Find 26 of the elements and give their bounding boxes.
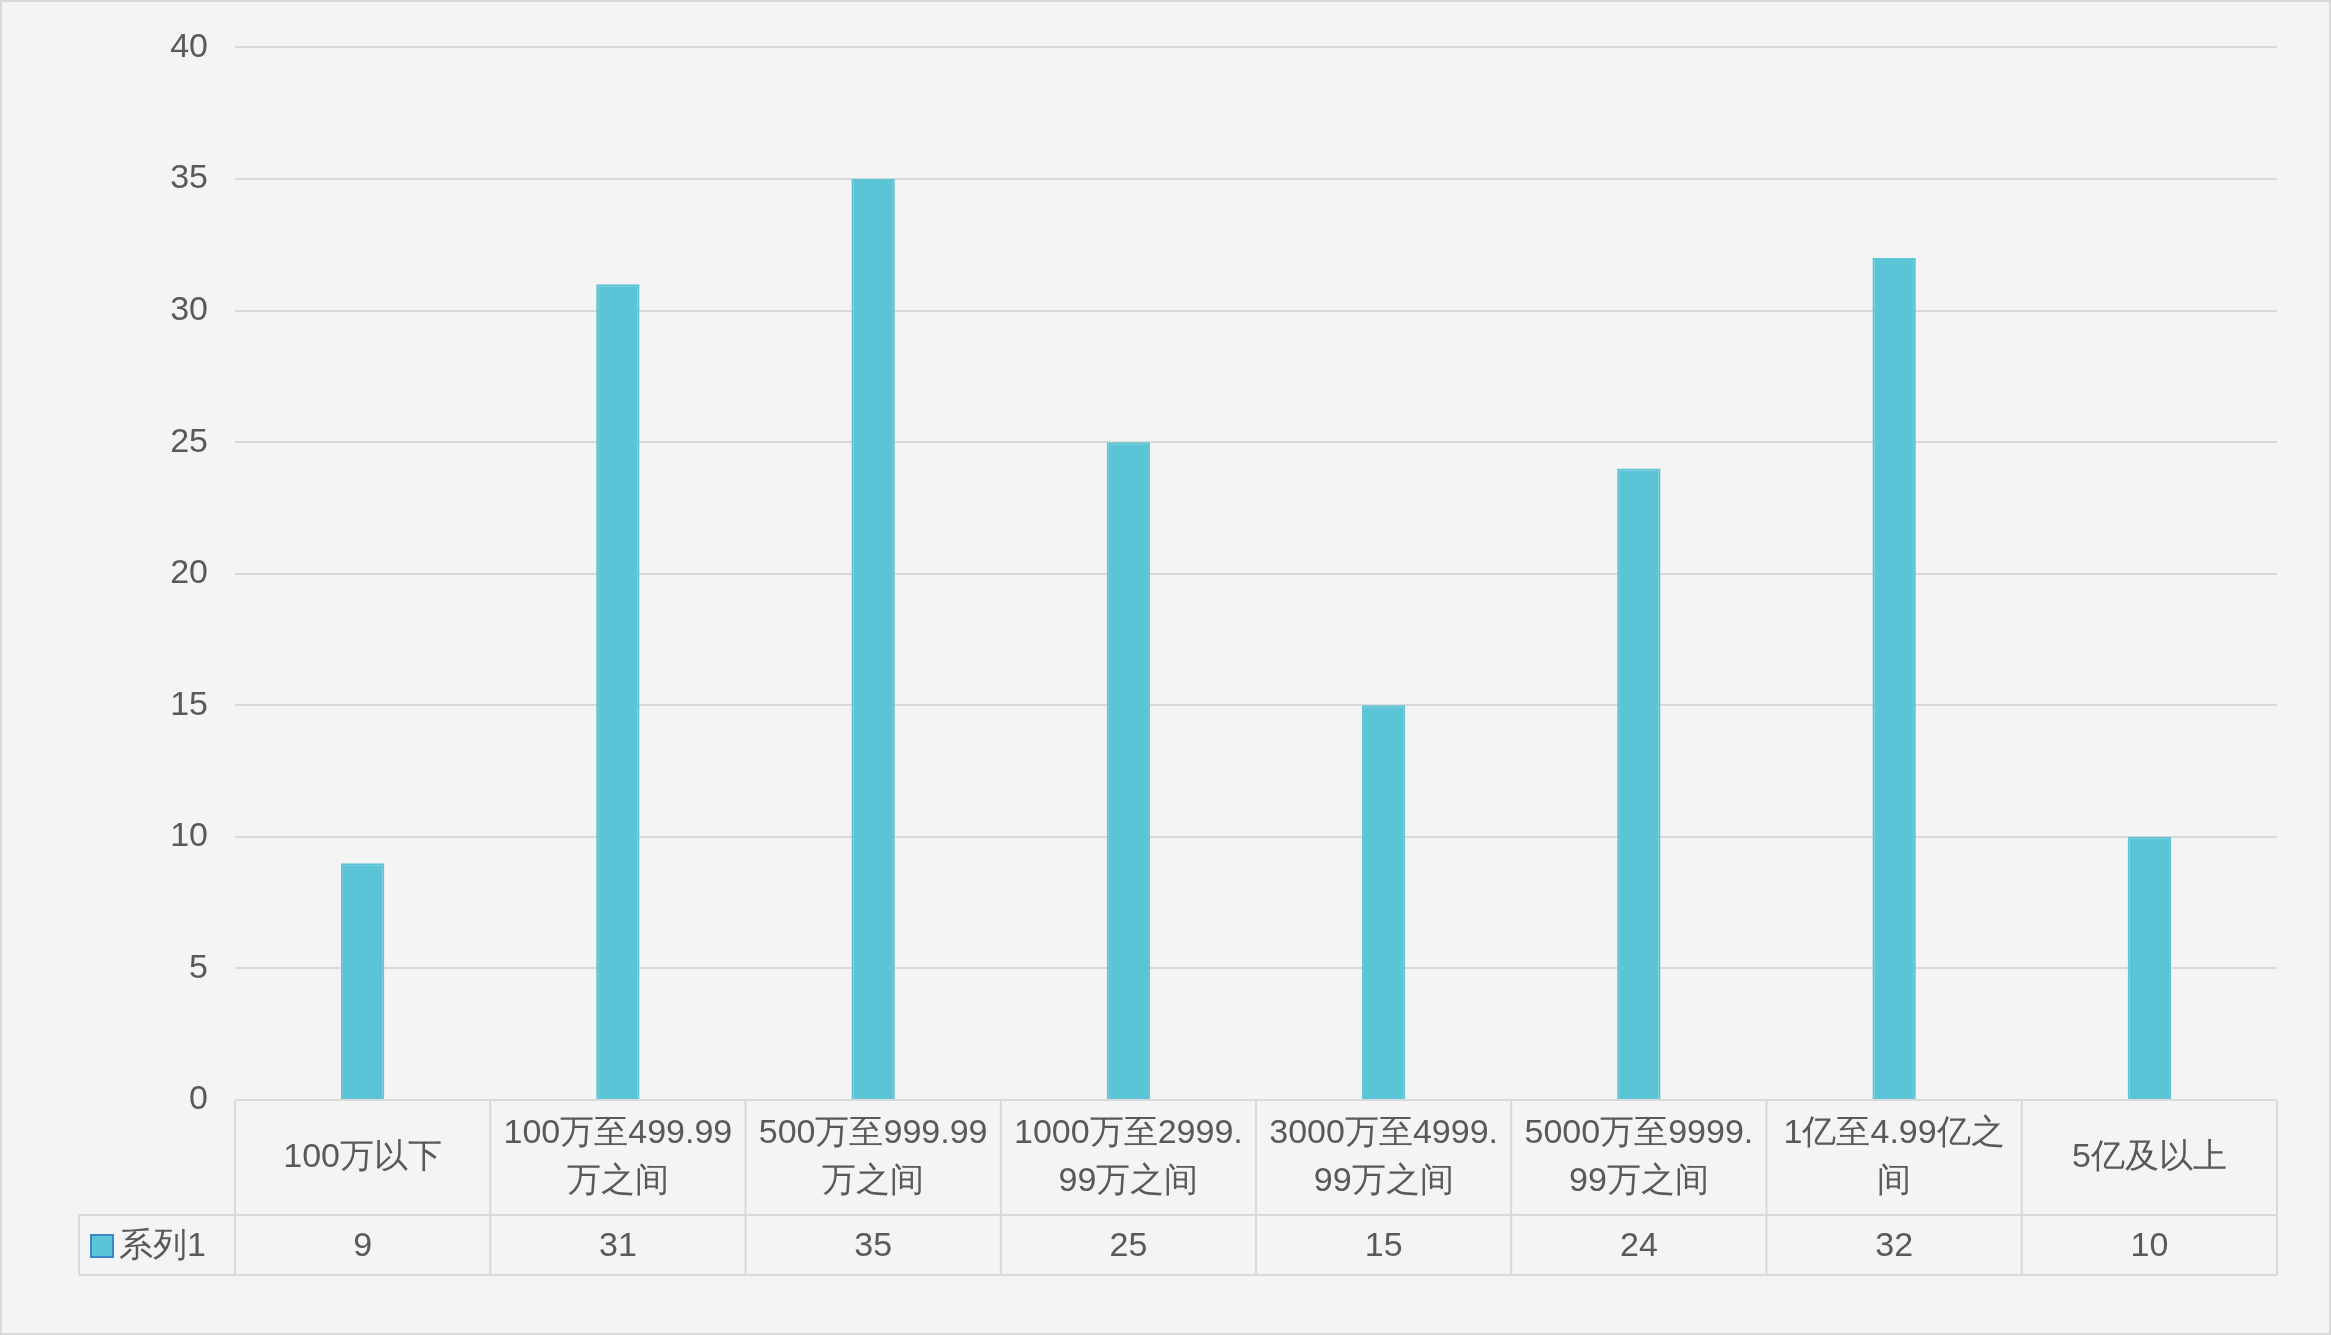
y-tick-label: 25	[170, 420, 208, 459]
y-tick-label: 0	[189, 1078, 208, 1117]
data-label: 15	[1364, 1225, 1403, 1264]
y-tick-label: 5	[189, 946, 208, 985]
data-label: 24	[1619, 1225, 1658, 1264]
data-label: 9	[353, 1225, 373, 1264]
y-tick-label: 15	[170, 683, 208, 722]
x-tick-label: 5亿及以上	[2071, 1135, 2227, 1174]
data-label: 25	[1109, 1225, 1148, 1264]
y-tick-label: 10	[170, 815, 208, 854]
legend-label: 系列1	[119, 1225, 206, 1264]
y-tick-label: 20	[170, 552, 208, 591]
y-tick-label: 30	[170, 288, 208, 327]
data-label: 32	[1875, 1225, 1914, 1264]
x-tick-label: 1000万至2999.99万之间	[1014, 1111, 1243, 1199]
x-tick-label: 3000万至4999.99万之间	[1269, 1111, 1498, 1199]
x-tick-label: 100万以下	[283, 1135, 442, 1174]
data-label: 31	[598, 1225, 637, 1264]
x-tick-label: 5000万至9999.99万之间	[1524, 1111, 1754, 1199]
x-tick-label: 1亿至4.99亿之间	[1783, 1111, 2005, 1199]
x-tick-label: 100万至499.99万之间	[503, 1111, 733, 1199]
y-tick-label: 40	[170, 25, 208, 64]
data-label: 10	[2130, 1225, 2169, 1264]
y-tick-label: 35	[170, 157, 208, 196]
data-label: 35	[854, 1225, 893, 1264]
x-tick-label: 500万至999.99万之间	[758, 1111, 988, 1199]
